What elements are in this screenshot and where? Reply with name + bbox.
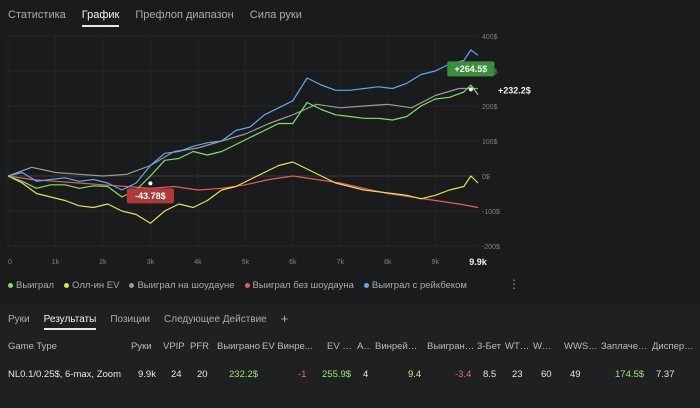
tab-hand-strength[interactable]: Сила руки xyxy=(249,9,302,21)
cell-ev-diff: 255.9$ xyxy=(322,369,352,380)
x-tick-label: 0 xyxy=(8,259,12,266)
bottom-panel: Руки Результаты Позиции Следующее Действ… xyxy=(0,304,700,408)
final-value-label: +232.2$ xyxy=(498,86,531,96)
col-wtsd[interactable]: WTSD xyxy=(505,341,531,352)
legend-item-won[interactable]: Выиграл xyxy=(8,280,54,291)
col-wsd[interactable]: W%SD xyxy=(533,341,559,352)
x-end-label: 9.9k xyxy=(469,257,488,267)
series-line xyxy=(7,84,479,198)
top-tabs: Статистика График Префлоп диапазон Сила … xyxy=(8,9,302,27)
legend-dot-icon xyxy=(244,283,250,288)
col-variance[interactable]: Дисперси... xyxy=(652,341,698,352)
cell-wtsd: 23 xyxy=(512,369,523,380)
cell-wwsf: 49 xyxy=(570,369,581,380)
legend-item-non-showdown[interactable]: Выиграл без шоудауна xyxy=(244,280,354,291)
cell-variance: 7.37 xyxy=(656,369,675,380)
cell-game-type: NL0.1/0.25$, 6-max, Zoom xyxy=(8,369,121,380)
series-line xyxy=(7,87,478,177)
legend-label: Выиграл на шоудауне xyxy=(137,280,235,291)
y-tick-label: -200$ xyxy=(482,244,500,251)
legend-dot-icon xyxy=(129,283,135,288)
tab-statistics[interactable]: Статистика xyxy=(8,9,66,21)
col-pfr[interactable]: PFR xyxy=(190,341,209,352)
x-tick-label: 6k xyxy=(289,259,297,266)
annotation-box xyxy=(447,61,495,77)
cell-winrate: 9.4 xyxy=(408,369,422,380)
tab-graph[interactable]: График xyxy=(81,9,120,27)
x-tick-label: 2k xyxy=(99,259,107,266)
y-tick-label: 200$ xyxy=(482,104,498,111)
legend-label: Выиграл с рейкбеком xyxy=(371,280,467,291)
col-won[interactable]: Выиграно xyxy=(217,341,261,352)
bottom-tabs: Руки Результаты Позиции Следующее Действ… xyxy=(8,311,289,330)
legend-label: Выиграл xyxy=(16,280,55,291)
annotation-box xyxy=(126,188,175,204)
y-tick-label: 100$ xyxy=(482,139,498,146)
cell-vpip: 24 xyxy=(171,369,182,380)
x-tick-label: 9k xyxy=(432,259,440,266)
tab-results[interactable]: Результаты xyxy=(43,314,97,330)
col-game-type[interactable]: Game Type xyxy=(8,341,57,352)
cell-hands: 9.9k xyxy=(138,369,156,380)
cell-ag: 4 xyxy=(363,369,369,380)
series-line xyxy=(7,175,479,209)
legend-label: Выиграл без шоудауна xyxy=(252,280,354,291)
col-won-2[interactable]: Выиграно... xyxy=(427,341,475,352)
legend-item-allin-ev[interactable]: Олл-ин EV xyxy=(64,280,119,291)
x-tick-label: 1k xyxy=(52,259,60,266)
legend-dot-icon xyxy=(64,283,70,288)
more-options-icon[interactable]: ⋮ xyxy=(508,277,520,291)
col-wwsf[interactable]: WWSF% xyxy=(564,341,599,352)
legend-dot-icon xyxy=(8,283,13,288)
cell-won-2: -3.4 xyxy=(455,369,472,380)
series-line xyxy=(7,49,479,191)
results-chart: 400$300$200$100$0$-100$-200$01k2k3k4k5k6… xyxy=(7,34,531,267)
legend-item-rakeback[interactable]: Выиграл с рейкбеком xyxy=(363,280,467,291)
col-ev-diff[interactable]: EV diff. xyxy=(327,341,357,352)
col-hands[interactable]: Руки xyxy=(131,341,152,352)
series-line xyxy=(7,161,479,224)
tab-preflop-range[interactable]: Префлоп диапазон xyxy=(135,9,234,21)
tab-next-action[interactable]: Следующее Действие xyxy=(164,314,267,325)
x-tick-label: 7k xyxy=(337,259,345,266)
cell-wsd: 60 xyxy=(541,369,552,380)
annotation-marker xyxy=(148,181,153,186)
tab-hands[interactable]: Руки xyxy=(8,314,30,325)
tab-positions[interactable]: Позиции xyxy=(110,314,151,325)
x-tick-label: 4k xyxy=(194,259,202,266)
cell-ev-winrate: -1 xyxy=(298,369,307,380)
legend-item-showdown[interactable]: Выиграл на шоудауне xyxy=(129,280,235,291)
cell-paid: 174.5$ xyxy=(615,369,645,380)
cell-pfr: 20 xyxy=(197,369,208,380)
annotation-label: +264.5$ xyxy=(454,64,487,74)
x-tick-label: 3k xyxy=(147,259,155,266)
cell-won: 232.2$ xyxy=(229,369,259,380)
col-winrate[interactable]: Винрейт ... xyxy=(375,341,421,352)
x-tick-label: 5k xyxy=(242,259,250,266)
legend-dot-icon xyxy=(363,283,369,288)
col-3bet[interactable]: 3-Бет xyxy=(477,341,501,352)
col-paid[interactable]: Заплачен... xyxy=(601,341,649,352)
col-ag[interactable]: Ag. xyxy=(357,341,371,352)
chart-legend: Выиграл Олл-ин EV Выиграл на шоудауне Вы… xyxy=(8,280,467,291)
legend-label: Олл-ин EV xyxy=(72,280,120,291)
y-tick-label: 0$ xyxy=(482,174,490,181)
annotation-marker xyxy=(468,87,473,92)
col-vpip[interactable]: VPIP xyxy=(163,341,185,352)
add-tab-button[interactable]: + xyxy=(280,311,289,326)
annotation-label: -43.78$ xyxy=(135,191,166,201)
y-tick-label: 400$ xyxy=(482,34,498,41)
y-tick-label: -100$ xyxy=(482,209,500,216)
cell-3bet: 8.5 xyxy=(483,369,497,380)
x-tick-label: 8k xyxy=(384,259,392,266)
col-ev-winrate[interactable]: EV Винре... xyxy=(262,341,313,352)
